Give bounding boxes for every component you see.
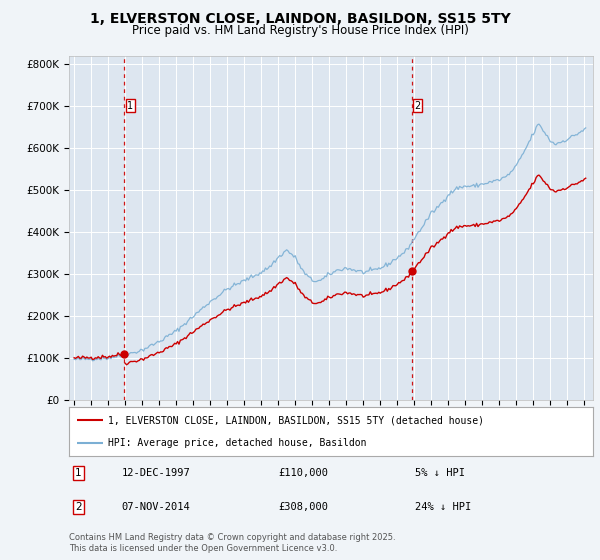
Text: £110,000: £110,000 xyxy=(278,468,329,478)
Text: 2: 2 xyxy=(415,101,421,111)
Text: 12-DEC-1997: 12-DEC-1997 xyxy=(121,468,190,478)
Text: 24% ↓ HPI: 24% ↓ HPI xyxy=(415,502,471,512)
Text: 1, ELVERSTON CLOSE, LAINDON, BASILDON, SS15 5TY (detached house): 1, ELVERSTON CLOSE, LAINDON, BASILDON, S… xyxy=(108,416,484,426)
Text: 07-NOV-2014: 07-NOV-2014 xyxy=(121,502,190,512)
Text: 1: 1 xyxy=(127,101,133,111)
Text: Contains HM Land Registry data © Crown copyright and database right 2025.
This d: Contains HM Land Registry data © Crown c… xyxy=(69,533,395,553)
Text: £308,000: £308,000 xyxy=(278,502,329,512)
Text: 1: 1 xyxy=(75,468,82,478)
Text: 1, ELVERSTON CLOSE, LAINDON, BASILDON, SS15 5TY: 1, ELVERSTON CLOSE, LAINDON, BASILDON, S… xyxy=(89,12,511,26)
Text: HPI: Average price, detached house, Basildon: HPI: Average price, detached house, Basi… xyxy=(108,438,367,448)
Text: Price paid vs. HM Land Registry's House Price Index (HPI): Price paid vs. HM Land Registry's House … xyxy=(131,24,469,36)
Text: 5% ↓ HPI: 5% ↓ HPI xyxy=(415,468,465,478)
Text: 2: 2 xyxy=(75,502,82,512)
